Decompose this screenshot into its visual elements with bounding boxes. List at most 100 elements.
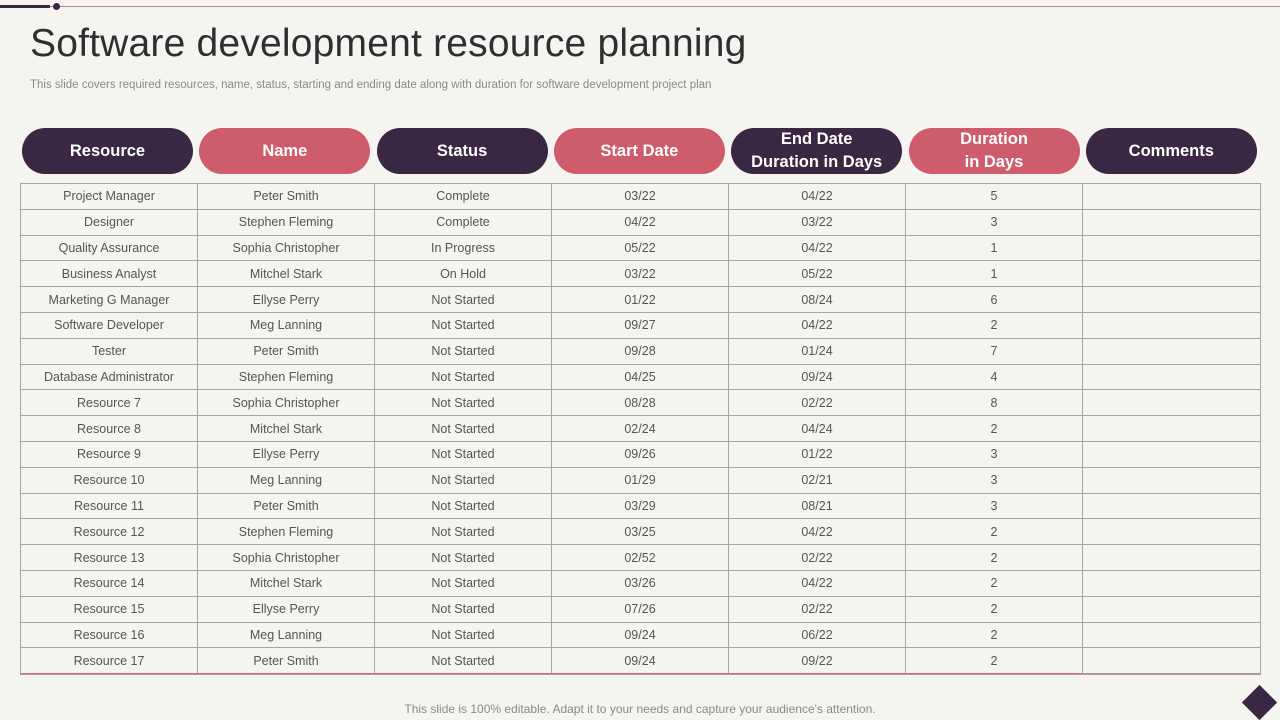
resource-cell: Resource 16 xyxy=(20,621,198,649)
end-date-cell: 04/22 xyxy=(728,518,906,546)
table-row: Resource 11 Peter Smith Not Started 03/29 08… xyxy=(20,492,1261,520)
end-date-cell: 04/22 xyxy=(728,311,906,339)
table-row: Database Administrator Stephen Fleming Not… xyxy=(20,363,1261,391)
header-pill-resource: Resource xyxy=(22,128,193,174)
end-date-cell: 03/22 xyxy=(728,208,906,236)
resource-cell: Tester xyxy=(20,337,198,365)
comments-cell xyxy=(1082,569,1261,597)
table-header-row: Resource Name Status Start Date End Date Dur… xyxy=(22,128,1258,174)
start-date-cell: 03/22 xyxy=(551,260,729,288)
name-cell: Sophia Christopher xyxy=(197,544,375,571)
end-date-cell: 01/24 xyxy=(728,337,906,365)
end-date-cell: 08/21 xyxy=(728,492,906,520)
table-row: Software Developer Meg Lanning Not Started… xyxy=(20,311,1261,339)
start-date-cell: 09/24 xyxy=(551,647,729,676)
resource-cell: Designer xyxy=(20,208,198,236)
comments-cell xyxy=(1082,440,1261,468)
end-date-cell: 02/22 xyxy=(728,595,906,623)
status-cell: Not Started xyxy=(374,286,552,313)
comments-cell xyxy=(1082,286,1261,313)
start-date-cell: 03/26 xyxy=(551,569,729,597)
table-row: Resource 8 Mitchel Stark Not Started 02/24 0… xyxy=(20,415,1261,442)
resource-cell: Resource 12 xyxy=(20,518,198,546)
table-row: Resource 16 Meg Lanning Not Started 09/24 06… xyxy=(20,621,1261,649)
table-row: Resource 7 Sophia Christopher Not Started 0… xyxy=(20,389,1261,417)
header-pill-duration: Duration in Days xyxy=(908,128,1080,174)
table-row: Resource 15 Ellyse Perry Not Started 07/26 0… xyxy=(20,595,1261,623)
name-cell: Stephen Fleming xyxy=(197,518,375,546)
table-row: Tester Peter Smith Not Started 09/28 01/24 7 xyxy=(20,337,1261,365)
resource-cell: Resource 10 xyxy=(20,466,198,494)
status-cell: In Progress xyxy=(374,234,552,262)
header-pill-label: Name xyxy=(262,141,308,160)
header-pill-start-date: Start Date xyxy=(553,128,725,174)
table-row: Business Analyst Mitchel Stark On Hold 03/2… xyxy=(20,260,1261,288)
duration-cell: 7 xyxy=(905,337,1083,365)
comments-cell xyxy=(1082,208,1261,236)
comments-cell xyxy=(1082,389,1261,417)
name-cell: Meg Lanning xyxy=(197,621,375,649)
end-date-cell: 06/22 xyxy=(728,621,906,649)
start-date-cell: 09/24 xyxy=(551,621,729,649)
duration-cell: 6 xyxy=(905,286,1083,313)
duration-cell: 2 xyxy=(905,647,1083,676)
duration-cell: 2 xyxy=(905,311,1083,339)
status-cell: Not Started xyxy=(374,337,552,365)
resource-cell: Database Administrator xyxy=(20,363,198,391)
name-cell: Stephen Fleming xyxy=(197,208,375,236)
end-date-cell: 02/22 xyxy=(728,544,906,571)
duration-cell: 3 xyxy=(905,440,1083,468)
duration-cell: 3 xyxy=(905,208,1083,236)
table-row: Resource 13 Sophia Christopher Not Started… xyxy=(20,544,1261,571)
table-row: Designer Stephen Fleming Complete 04/22 03/2… xyxy=(20,208,1261,236)
slide-title: Software development resource planning xyxy=(30,22,747,65)
status-cell: Not Started xyxy=(374,466,552,494)
name-cell: Mitchel Stark xyxy=(197,415,375,442)
table-row: Resource 17 Peter Smith Not Started 09/24 09… xyxy=(20,647,1261,676)
start-date-cell: 09/28 xyxy=(551,337,729,365)
name-cell: Mitchel Stark xyxy=(197,260,375,288)
end-date-cell: 04/22 xyxy=(728,183,906,210)
resource-cell: Resource 15 xyxy=(20,595,198,623)
name-cell: Peter Smith xyxy=(197,183,375,210)
end-date-cell: 02/22 xyxy=(728,389,906,417)
resource-cell: Resource 9 xyxy=(20,440,198,468)
start-date-cell: 08/28 xyxy=(551,389,729,417)
end-date-cell: 04/24 xyxy=(728,415,906,442)
status-cell: Not Started xyxy=(374,647,552,676)
status-cell: Not Started xyxy=(374,518,552,546)
start-date-cell: 01/29 xyxy=(551,466,729,494)
resource-table-body: Project Manager Peter Smith Complete 03/22 0… xyxy=(20,183,1261,676)
start-date-cell: 09/27 xyxy=(551,311,729,339)
end-date-cell: 09/24 xyxy=(728,363,906,391)
top-accent-dot xyxy=(53,3,60,10)
comments-cell xyxy=(1082,492,1261,520)
duration-cell: 3 xyxy=(905,492,1083,520)
comments-cell xyxy=(1082,311,1261,339)
comments-cell xyxy=(1082,544,1261,571)
comments-cell xyxy=(1082,595,1261,623)
header-pill-label: End Date Duration in Days xyxy=(751,130,883,171)
name-cell: Mitchel Stark xyxy=(197,569,375,597)
table-row: Resource 14 Mitchel Stark Not Started 03/26… xyxy=(20,569,1261,597)
name-cell: Peter Smith xyxy=(197,492,375,520)
start-date-cell: 03/22 xyxy=(551,183,729,210)
start-date-cell: 02/52 xyxy=(551,544,729,571)
comments-cell xyxy=(1082,647,1261,676)
top-accent-bar xyxy=(0,5,50,8)
comments-cell xyxy=(1082,518,1261,546)
table-row: Resource 9 Ellyse Perry Not Started 09/26 01… xyxy=(20,440,1261,468)
end-date-cell: 04/22 xyxy=(728,234,906,262)
comments-cell xyxy=(1082,363,1261,391)
status-cell: Complete xyxy=(374,183,552,210)
status-cell: Not Started xyxy=(374,389,552,417)
start-date-cell: 09/26 xyxy=(551,440,729,468)
duration-cell: 2 xyxy=(905,595,1083,623)
duration-cell: 2 xyxy=(905,544,1083,571)
slide-subtitle: This slide covers required resources, na… xyxy=(30,79,712,91)
duration-cell: 2 xyxy=(905,569,1083,597)
status-cell: Not Started xyxy=(374,363,552,391)
resource-cell: Quality Assurance xyxy=(20,234,198,262)
table-row: Marketing G Manager Ellyse Perry Not Start… xyxy=(20,286,1261,313)
table-row: Quality Assurance Sophia Christopher In Pr… xyxy=(20,234,1261,262)
